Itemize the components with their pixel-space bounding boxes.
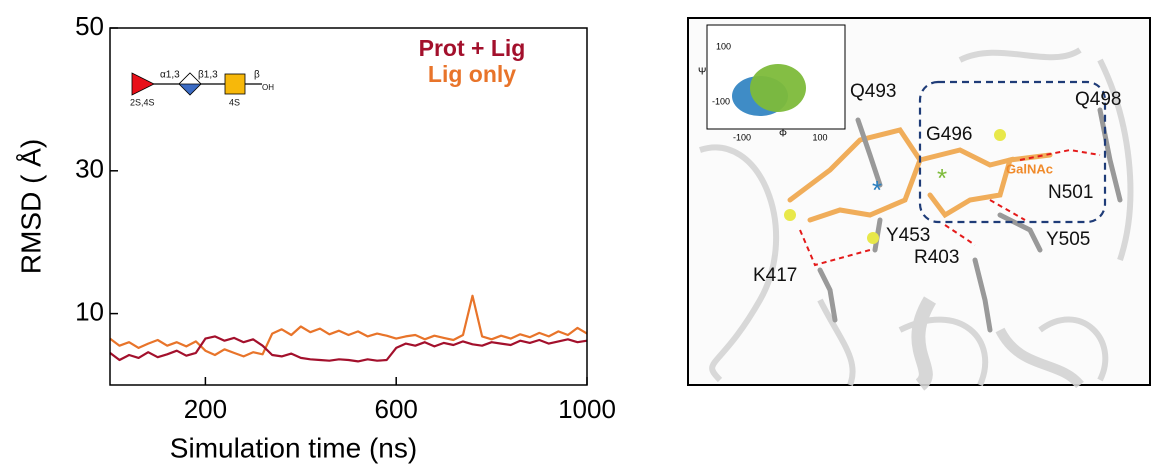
glycan-symbol: α1,3 β1,3 β OH 2S,4S 4S: [130, 70, 274, 108]
residue-label: Q498: [1075, 89, 1121, 110]
series-line: [109, 335, 588, 363]
legend-entry: Prot + Lig: [419, 35, 526, 61]
legend-entry: Lig only: [428, 61, 516, 87]
inset-axis-label: Φ: [779, 129, 787, 140]
marker: *: [872, 175, 882, 205]
sulfation-label: 2S,4S: [130, 97, 155, 107]
linkage-label: β: [254, 70, 260, 81]
residue-label: Y505: [1046, 229, 1090, 250]
residue-label: N501: [1048, 182, 1093, 203]
marker: *: [937, 163, 947, 193]
linkage-label: β1,3: [198, 70, 218, 81]
residue-label: GalNAc: [1006, 161, 1053, 176]
y-tick-label: 10: [75, 296, 104, 326]
x-tick-label: 200: [184, 394, 227, 424]
y-axis-label: RMSD ( Å): [15, 139, 46, 274]
reducing-end: OH: [262, 83, 274, 92]
structure-panel: 100 -100 Ψ -100 Φ 100 Q493 Q498 G496 Gal…: [687, 17, 1151, 391]
residue-label: K417: [753, 265, 797, 286]
series-line: [109, 294, 588, 358]
sulfation-label: 4S: [229, 97, 240, 107]
residue-label: Y453: [886, 225, 930, 246]
x-tick-label: 600: [375, 394, 418, 424]
linkage-label: α1,3: [160, 70, 180, 81]
inset-tick-label: 100: [812, 132, 827, 142]
inset-tick-label: -100: [712, 96, 730, 106]
inset-axis-label: Ψ: [698, 67, 706, 78]
residue-label: G496: [926, 124, 972, 145]
y-tick-label: 50: [75, 11, 104, 41]
residue-label: R403: [914, 247, 959, 268]
y-tick-label: 30: [75, 154, 104, 184]
rmsd-chart: 200 600 1000 10 30 50 Simulation time (ns) RMSD…: [15, 11, 616, 464]
inset-tick-label: -100: [733, 132, 751, 142]
x-tick-label: 1000: [558, 394, 616, 424]
inset-tick-label: 100: [716, 41, 731, 51]
plot-frame: [109, 27, 588, 386]
residue-label: Q493: [850, 81, 896, 102]
x-axis-label: Simulation time (ns): [170, 432, 417, 463]
